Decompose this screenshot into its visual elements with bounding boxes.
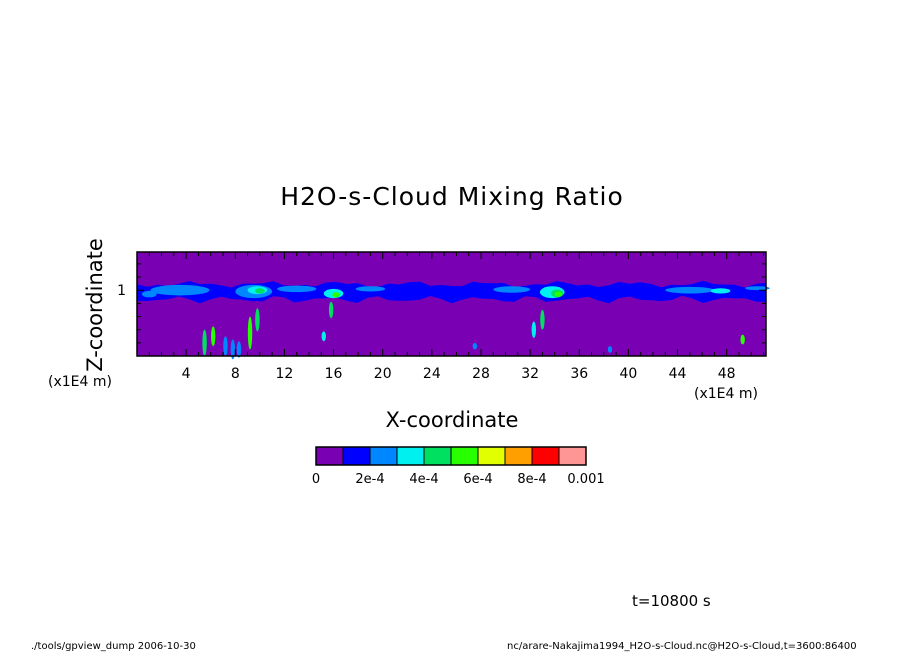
- colorbar-swatch: [478, 447, 505, 465]
- y-axis-unit: (x1E4 m): [48, 374, 112, 390]
- y-axis-label: Z-coordinate: [83, 238, 107, 372]
- precip-streak: [248, 317, 252, 350]
- cloud-patch: [151, 285, 210, 296]
- precip-streak: [322, 331, 326, 341]
- x-axis-unit: (x1E4 m): [694, 386, 758, 402]
- colorbar-label: 2e-4: [355, 472, 384, 487]
- colorbar-label: 0: [312, 472, 320, 487]
- precip-streak: [532, 321, 536, 337]
- x-tick-label: 32: [521, 366, 539, 382]
- cloud-patch: [277, 286, 316, 293]
- x-tick-label: 24: [423, 366, 441, 382]
- colorbar-label: 8e-4: [517, 472, 546, 487]
- x-tick-label: 48: [718, 366, 736, 382]
- cloud-patch: [711, 288, 731, 293]
- precip-streak: [223, 336, 227, 356]
- x-tick-label: 12: [276, 366, 294, 382]
- precip-streak: [608, 346, 612, 353]
- colorbar-swatch: [397, 447, 424, 465]
- colorbar-swatch: [316, 447, 343, 465]
- cloud-patch: [356, 286, 385, 291]
- cloud-patch: [665, 287, 714, 294]
- footer-command: ./tools/gpview_dump 2006-10-30: [31, 641, 196, 652]
- plot-area: 4 8 12 16 20 24 28 32 36 40 44 481: [117, 252, 770, 382]
- colorbar-label: 0.001: [567, 472, 604, 487]
- colorbar-swatch: [343, 447, 370, 465]
- colorbar-swatch: [424, 447, 451, 465]
- colorbar: 0 2e-4 4e-4 6e-4 8e-4 0.001: [312, 447, 605, 487]
- cloud-patch: [555, 291, 562, 296]
- precip-streak: [211, 326, 215, 346]
- x-tick-label: 16: [325, 366, 343, 382]
- x-axis-label: X-coordinate: [0, 408, 904, 432]
- x-tick-label: 36: [570, 366, 588, 382]
- precip-streak: [540, 310, 544, 330]
- precip-streak: [329, 302, 333, 318]
- colorbar-swatch: [370, 447, 397, 465]
- colorbar-swatch: [451, 447, 478, 465]
- precip-streak: [237, 341, 241, 357]
- precip-streak: [202, 330, 206, 356]
- colorbar-swatch: [532, 447, 559, 465]
- colorbar-swatch: [505, 447, 532, 465]
- x-tick-label: 40: [619, 366, 637, 382]
- cloud-patch: [493, 286, 530, 293]
- x-tick-label: 8: [231, 366, 240, 382]
- time-annotation: t=10800 s: [632, 592, 711, 610]
- x-tick-label: 20: [374, 366, 392, 382]
- precip-streak: [255, 308, 259, 331]
- colorbar-label: 6e-4: [463, 472, 492, 487]
- footer-source: nc/arare-Nakajima1994_H2O-s-Cloud.nc@H2O…: [507, 641, 857, 652]
- precip-streak: [740, 335, 744, 345]
- background-field: [137, 252, 766, 356]
- cloud-patch: [142, 291, 157, 298]
- precip-streak: [473, 343, 477, 350]
- colorbar-label: 4e-4: [409, 472, 438, 487]
- x-tick-label: 4: [182, 366, 191, 382]
- x-tick-label: 44: [669, 366, 687, 382]
- x-tick-label: 28: [472, 366, 490, 382]
- cloud-patch: [332, 292, 339, 297]
- colorbar-swatch: [559, 447, 586, 465]
- cloud-patch: [255, 288, 265, 293]
- y-tick-label: 1: [117, 283, 126, 299]
